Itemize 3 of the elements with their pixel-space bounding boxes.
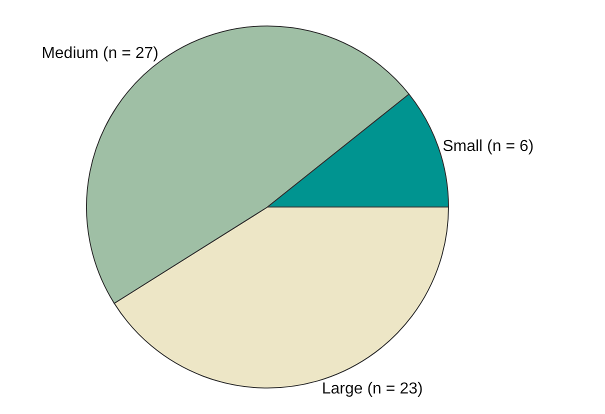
slice-label: Large (n = 23)	[322, 380, 423, 398]
slice-label: Medium (n = 27)	[42, 45, 159, 62]
slice-label: Small (n = 6)	[442, 138, 534, 155]
